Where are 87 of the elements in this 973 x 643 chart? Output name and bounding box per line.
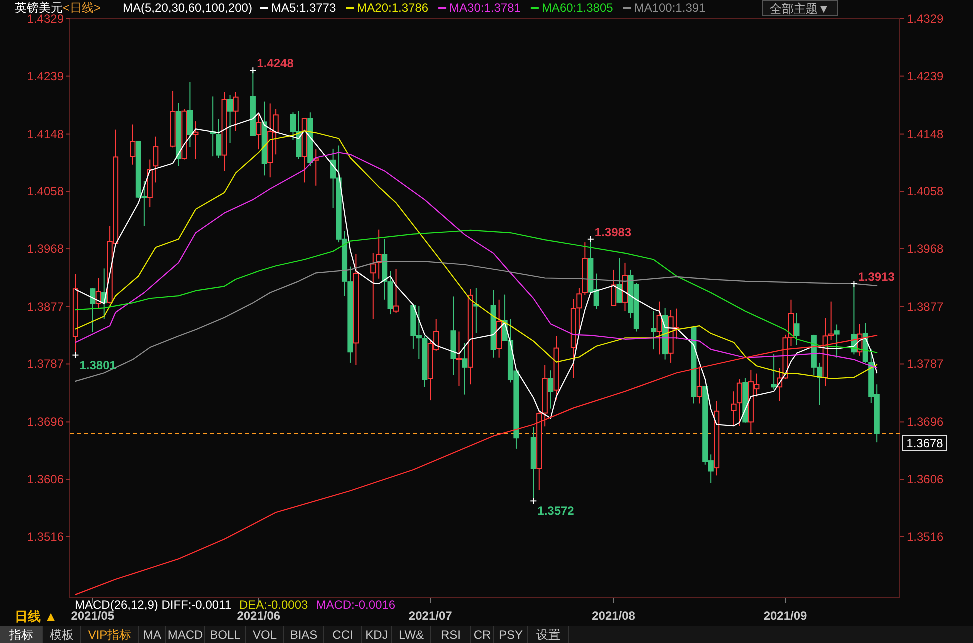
candlestick xyxy=(370,252,376,320)
line-series xyxy=(75,335,878,596)
y2-tick-label: 1.3787 xyxy=(907,357,944,372)
ref-line-label: 1.3678 xyxy=(906,436,944,451)
text: 指标 xyxy=(8,628,34,642)
candlestick xyxy=(656,301,662,356)
candlestick xyxy=(227,94,234,144)
candlestick xyxy=(153,136,159,184)
chart-title: 英镑美元 xyxy=(15,1,63,15)
text: MACD xyxy=(168,628,204,642)
text: 日线 ▲ xyxy=(15,609,58,624)
candlestick xyxy=(256,112,262,150)
text: PSY xyxy=(498,628,524,642)
chart-subtitle: <日线> xyxy=(63,1,102,15)
legend-label: MA100:1.391 xyxy=(634,1,706,15)
candlestick xyxy=(794,312,800,346)
y-tick-label: 1.3516 xyxy=(27,530,64,544)
legend-label: MA30:1.3781 xyxy=(450,1,522,15)
candlestick xyxy=(130,124,136,166)
candlestick xyxy=(651,310,657,350)
text: MA(5,20,30,60,100,200) xyxy=(123,1,252,15)
annotation: 1.4248 xyxy=(257,56,294,71)
y2-tick-label: 1.4148 xyxy=(907,127,944,142)
annotation: MACD:-0.0016 xyxy=(316,598,396,612)
legend-label: MA5:1.3773 xyxy=(271,1,336,15)
y-tick-label: 1.3696 xyxy=(27,415,64,430)
text: 全部主题▼ xyxy=(770,2,830,16)
annotation: 1.3983 xyxy=(594,225,632,240)
x-tick-label: 2021/07 xyxy=(408,609,453,623)
candlestick xyxy=(462,342,468,396)
candlestick xyxy=(736,379,743,427)
legend-label: MA60:1.3805 xyxy=(542,1,614,15)
text: CR xyxy=(474,628,492,642)
candlestick xyxy=(696,366,702,404)
text: RSI xyxy=(440,628,462,642)
legend-label: MA20:1.3786 xyxy=(357,1,429,15)
text: VIP指标 xyxy=(88,628,132,642)
y-tick-label: 1.4239 xyxy=(27,69,64,84)
x-tick-label: 2021/09 xyxy=(764,609,808,623)
text: BOLL xyxy=(210,628,242,642)
candlestick xyxy=(474,288,480,334)
candlestick xyxy=(611,269,617,307)
candlestick xyxy=(233,92,239,132)
candlestick xyxy=(771,354,777,390)
annotation: 1.3572 xyxy=(538,504,575,518)
candlestick xyxy=(456,331,462,388)
candlestick xyxy=(393,268,400,314)
text: 模板 xyxy=(50,628,74,642)
text: LW& xyxy=(398,628,424,642)
y-tick-label: 1.3787 xyxy=(27,357,64,372)
y2-tick-label: 1.3516 xyxy=(907,530,944,544)
candlestick xyxy=(376,229,382,280)
x-tick-label: 2021/06 xyxy=(237,609,281,623)
annotation: 1.3801 xyxy=(80,358,117,372)
candlestick xyxy=(216,118,222,159)
y-tick-label: 1.3968 xyxy=(27,242,64,256)
candlestick xyxy=(90,288,96,333)
candlestick xyxy=(576,288,582,330)
annotation: 1.3913 xyxy=(858,270,896,284)
y2-tick-label: 1.3968 xyxy=(907,242,944,256)
y-tick-label: 1.4058 xyxy=(27,184,64,199)
y2-tick-label: 1.4058 xyxy=(907,184,944,199)
annotation: DEA:-0.0003 xyxy=(240,598,309,612)
annotation: MACD(26,12,9) DIFF:-0.0011 xyxy=(75,598,232,612)
y2-tick-label: 1.3696 xyxy=(907,415,944,430)
text: VOL xyxy=(252,628,278,642)
y2-tick-label: 1.3606 xyxy=(907,472,944,487)
text: KDJ xyxy=(366,628,388,642)
candlestick xyxy=(834,324,840,358)
y-tick-label: 1.4148 xyxy=(27,127,64,142)
y-tick-label: 1.3606 xyxy=(27,472,64,487)
candlestick xyxy=(731,391,737,427)
y2-tick-label: 1.3877 xyxy=(907,300,944,314)
y-tick-label: 1.4329 xyxy=(27,12,64,26)
text: BIAS xyxy=(290,628,318,642)
candlestick xyxy=(616,258,622,304)
y-tick-label: 1.3877 xyxy=(27,300,64,314)
candlestick xyxy=(193,121,199,160)
y2-tick-label: 1.4329 xyxy=(907,12,944,26)
text: 设置 xyxy=(536,628,560,642)
text: CCI xyxy=(332,628,354,642)
x-tick-label: 2021/08 xyxy=(592,609,636,623)
candlestick xyxy=(313,149,319,186)
candlestick xyxy=(548,370,554,410)
y2-tick-label: 1.4239 xyxy=(907,69,944,84)
text: MA xyxy=(144,628,162,642)
candlestick xyxy=(96,278,102,310)
